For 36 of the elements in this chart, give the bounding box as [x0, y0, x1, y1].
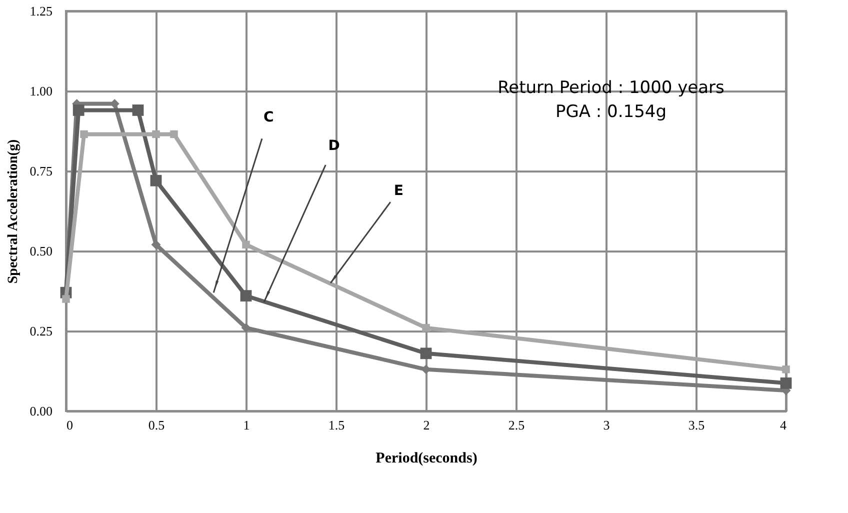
point — [72, 104, 84, 116]
x-tick-label: 3.5 — [688, 418, 705, 432]
point — [150, 174, 162, 186]
x-tick-label: 1 — [243, 418, 250, 432]
y-tick-label: 1.25 — [30, 4, 52, 18]
x-tick-label: 2.5 — [508, 418, 525, 432]
x-tick-label: 3 — [603, 418, 610, 432]
point — [782, 366, 790, 374]
annotation: D — [328, 138, 340, 154]
point — [780, 377, 792, 389]
point — [422, 324, 430, 332]
point — [80, 130, 88, 138]
point — [241, 323, 251, 333]
point — [152, 130, 160, 138]
point — [242, 240, 250, 248]
point — [151, 240, 161, 250]
point — [420, 348, 432, 360]
y-tick-label: 0.00 — [30, 404, 52, 418]
annotation: Return Period : 1000 years PGA : 0.154g — [498, 78, 725, 122]
x-tick-label: 1.5 — [328, 418, 345, 432]
x-tick-label: 4 — [780, 418, 787, 432]
x-tick-label: 0 — [66, 418, 73, 432]
y-axis-title: Spectral Acceleration(g) — [6, 139, 21, 284]
y-tick-label: 1.00 — [30, 84, 52, 98]
annotation: C — [263, 110, 274, 126]
point — [132, 104, 144, 116]
y-tick-label: 0.50 — [30, 244, 52, 258]
point — [62, 295, 70, 303]
x-tick-label: 2 — [423, 418, 430, 432]
y-tick-label: 0.25 — [30, 324, 52, 338]
annotation: E — [394, 183, 404, 199]
point — [240, 290, 252, 302]
x-axis-title: Period(seconds) — [376, 450, 478, 466]
x-tick-label: 0.5 — [148, 418, 165, 432]
point — [170, 130, 178, 138]
y-tick-label: 0.75 — [30, 164, 52, 178]
